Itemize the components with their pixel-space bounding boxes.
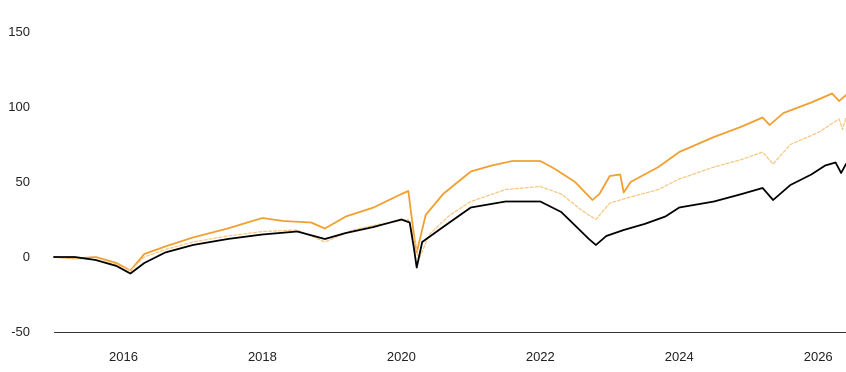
series-line-2 xyxy=(53,161,846,275)
x-tick-label: 2026 xyxy=(804,349,833,364)
x-tick-label: 2024 xyxy=(665,349,694,364)
x-tick-label: 2016 xyxy=(109,349,138,364)
y-tick-label: 50 xyxy=(16,174,30,189)
y-tick-label: 0 xyxy=(23,249,30,264)
series-line-1 xyxy=(53,116,846,272)
series-group xyxy=(53,92,846,275)
x-tick-label: 2020 xyxy=(387,349,416,364)
y-tick-label: 150 xyxy=(8,24,30,39)
x-axis-ticks: 2016 2018 2020 2022 2024 2026 xyxy=(109,349,833,364)
series-line-0 xyxy=(53,92,846,272)
y-axis-ticks: 150 100 50 0 -50 xyxy=(8,24,30,339)
x-tick-label: 2018 xyxy=(248,349,277,364)
y-tick-label: 100 xyxy=(8,99,30,114)
x-tick-label: 2022 xyxy=(526,349,555,364)
y-tick-label: -50 xyxy=(11,324,30,339)
